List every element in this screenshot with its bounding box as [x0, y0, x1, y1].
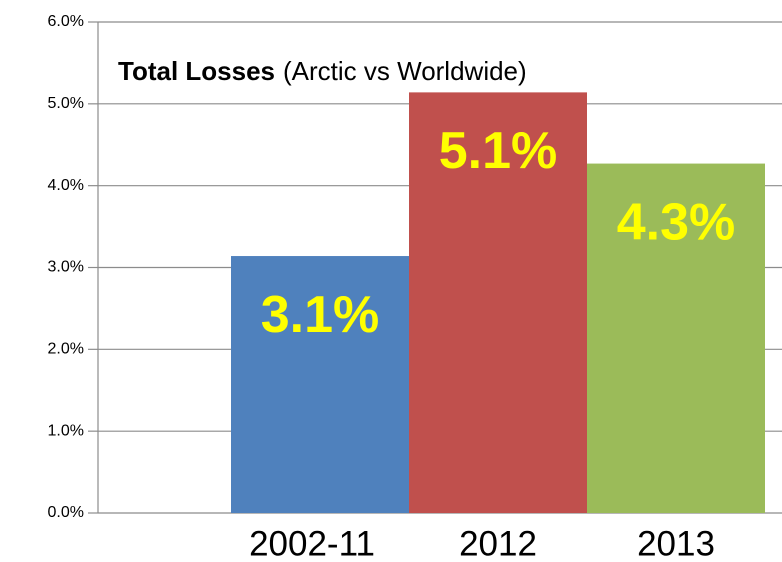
- bar: [409, 92, 587, 514]
- chart-subtitle: (Arctic vs Worldwide): [283, 56, 527, 86]
- value-label: 5.1%: [439, 122, 558, 180]
- y-tick-label: 3.0%: [48, 259, 84, 276]
- y-tick-label: 5.0%: [48, 95, 84, 112]
- x-tick-label: 2002-11: [249, 524, 375, 562]
- y-tick-label: 2.0%: [48, 341, 84, 358]
- value-label: 4.3%: [617, 193, 736, 251]
- y-tick-label: 0.0%: [48, 504, 84, 521]
- x-tick-label: 2013: [637, 524, 715, 562]
- y-tick-label: 4.0%: [48, 177, 84, 194]
- x-tick-label: 2012: [459, 524, 537, 562]
- bars: [231, 92, 765, 514]
- bar: [231, 256, 409, 513]
- y-tick-label: 6.0%: [48, 13, 84, 30]
- chart-title-group: Total Losses (Arctic vs Worldwide): [118, 56, 527, 86]
- y-tick-label: 1.0%: [48, 422, 84, 439]
- bar: [587, 163, 765, 514]
- value-label: 3.1%: [261, 286, 380, 344]
- chart-title: Total Losses: [118, 56, 275, 86]
